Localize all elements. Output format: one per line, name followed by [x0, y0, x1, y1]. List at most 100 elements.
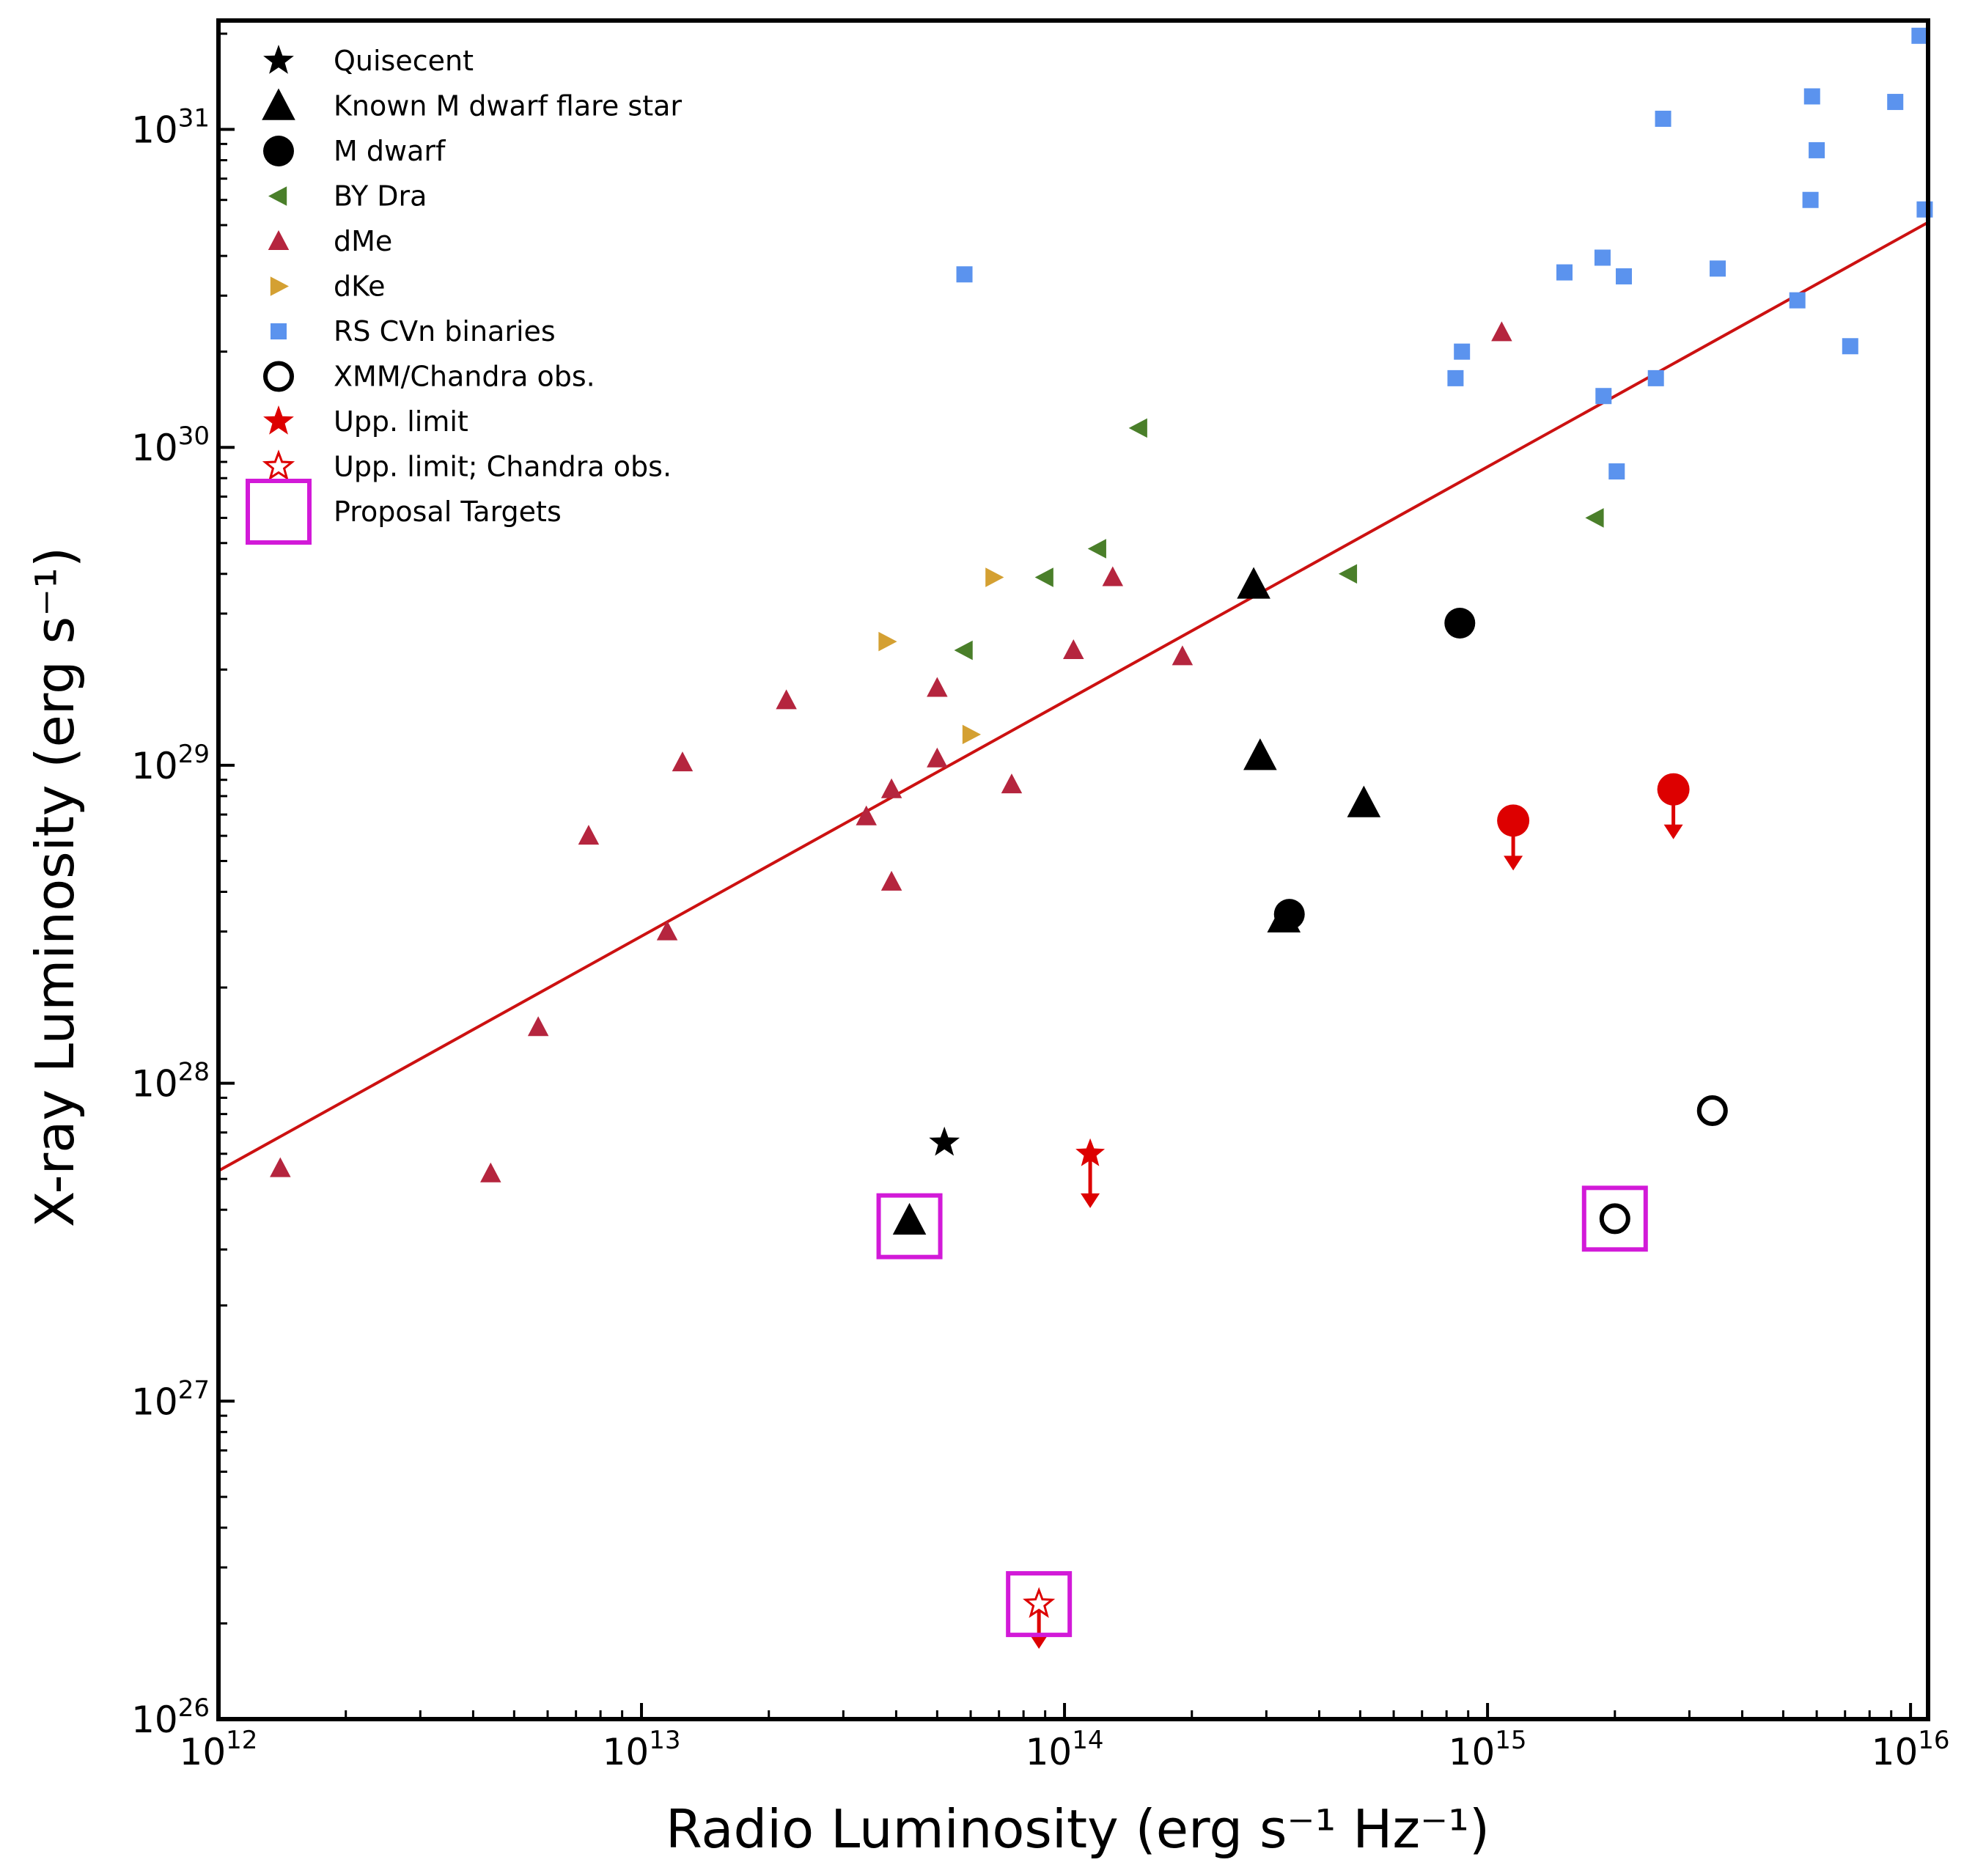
y-tick-label: 1031 — [131, 104, 210, 152]
data-point — [480, 1162, 501, 1182]
series-proposal-targets — [876, 1185, 1648, 1638]
legend-label: dKe — [334, 271, 386, 303]
data-points-layer — [270, 27, 1933, 1649]
y-axis-label: X-ray Luminosity (erg s⁻¹) — [24, 547, 86, 1227]
data-point — [776, 689, 797, 710]
data-point — [1916, 201, 1933, 218]
data-point — [880, 778, 902, 798]
y-tick-label: 1028 — [131, 1058, 210, 1106]
legend-marker — [263, 136, 294, 166]
data-point — [1454, 343, 1471, 360]
legend-label: RS CVn binaries — [334, 315, 556, 347]
legend-marker — [271, 323, 287, 339]
fit-line-layer — [218, 221, 1929, 1172]
legend-entry: RS CVn binaries — [271, 315, 556, 347]
data-point — [927, 677, 948, 697]
data-point — [1842, 338, 1858, 355]
series-upp-limit — [1075, 773, 1690, 1208]
data-point — [1911, 27, 1928, 44]
data-point — [1444, 607, 1476, 639]
data-point — [1608, 463, 1625, 480]
series-upp-limit-chandra-obs — [1023, 1586, 1056, 1649]
data-point — [1803, 88, 1820, 105]
data-point — [892, 1202, 927, 1235]
data-point — [954, 640, 973, 661]
data-point — [1237, 567, 1270, 599]
data-point — [1887, 94, 1904, 111]
data-point — [1273, 899, 1305, 930]
data-point — [1347, 785, 1381, 817]
x-tick-label: 1013 — [603, 1726, 681, 1773]
data-point — [927, 747, 948, 768]
legend-label: Upp. limit; Chandra obs. — [334, 451, 672, 483]
legend-marker — [263, 45, 294, 74]
data-point — [1696, 1095, 1728, 1126]
legend-entry: Quisecent — [263, 45, 474, 77]
legend-marker — [263, 361, 294, 392]
series-dme — [270, 321, 1512, 1182]
data-point — [1710, 260, 1726, 277]
data-point — [1616, 268, 1633, 284]
data-point — [1599, 1203, 1630, 1235]
data-point — [1809, 141, 1825, 158]
data-point — [1243, 738, 1277, 770]
limit-arrow-head — [1663, 824, 1683, 839]
data-point — [656, 920, 678, 941]
legend-marker — [263, 405, 294, 435]
y-tick-label: 1026 — [131, 1693, 210, 1741]
data-point — [270, 1157, 291, 1177]
data-point — [1647, 369, 1664, 386]
legend-entry: Proposal Targets — [246, 479, 562, 545]
legend-entry: BY Dra — [268, 180, 427, 213]
plot-background — [218, 21, 1928, 1719]
data-point — [1491, 321, 1512, 342]
x-axis-label: Radio Luminosity (erg s⁻¹ Hz⁻¹) — [666, 1798, 1490, 1860]
data-point — [985, 567, 1004, 587]
data-point — [856, 805, 877, 825]
x-tick-label: 1012 — [180, 1726, 258, 1773]
axes-layer: 1012 1013 1014 1015 1016 1026 1027 1028 1029 1030… — [131, 18, 1950, 1773]
series-m-dwarf — [1273, 607, 1476, 930]
data-point — [578, 825, 600, 845]
legend-label: Quisecent — [334, 45, 474, 77]
limit-arrow-head — [1029, 1634, 1049, 1649]
legend-entry: dKe — [270, 271, 386, 303]
data-point — [1128, 418, 1147, 438]
data-point — [1087, 539, 1106, 559]
legend-label: Upp. limit — [334, 405, 468, 438]
fit-line — [218, 221, 1929, 1172]
data-point — [1075, 1138, 1106, 1166]
y-tick-label: 1027 — [131, 1375, 210, 1423]
data-point — [1034, 567, 1053, 587]
data-point — [962, 724, 982, 745]
x-tick-label: 1014 — [1026, 1726, 1104, 1773]
data-point — [1594, 249, 1611, 266]
data-point — [1001, 773, 1023, 794]
series-by-dra — [954, 418, 1604, 661]
series-quisecent — [929, 1126, 960, 1156]
data-point — [880, 870, 902, 891]
series-rs-cvn-binaries — [956, 27, 1933, 480]
limit-arrow-head — [1504, 856, 1523, 871]
legend-marker — [270, 276, 289, 296]
legend-label: dMe — [334, 225, 392, 257]
legend-marker — [268, 230, 290, 250]
legend-label: Known M dwarf flare star — [334, 90, 682, 122]
data-point — [1802, 191, 1819, 208]
data-point — [1023, 1586, 1056, 1618]
data-point — [1789, 292, 1806, 309]
data-point — [672, 751, 694, 772]
limit-arrow-head — [1081, 1193, 1100, 1208]
y-tick-label: 1030 — [131, 422, 210, 469]
data-point — [1595, 388, 1612, 405]
plot-area — [218, 21, 1928, 1719]
data-point — [1556, 264, 1573, 281]
data-point — [1006, 1571, 1073, 1638]
legend-label: M dwarf — [334, 135, 446, 167]
data-point — [1655, 111, 1671, 128]
data-point — [878, 631, 897, 652]
data-point — [876, 1193, 943, 1259]
legend-entry: Known M dwarf flare star — [262, 88, 682, 122]
data-point — [929, 1126, 960, 1156]
